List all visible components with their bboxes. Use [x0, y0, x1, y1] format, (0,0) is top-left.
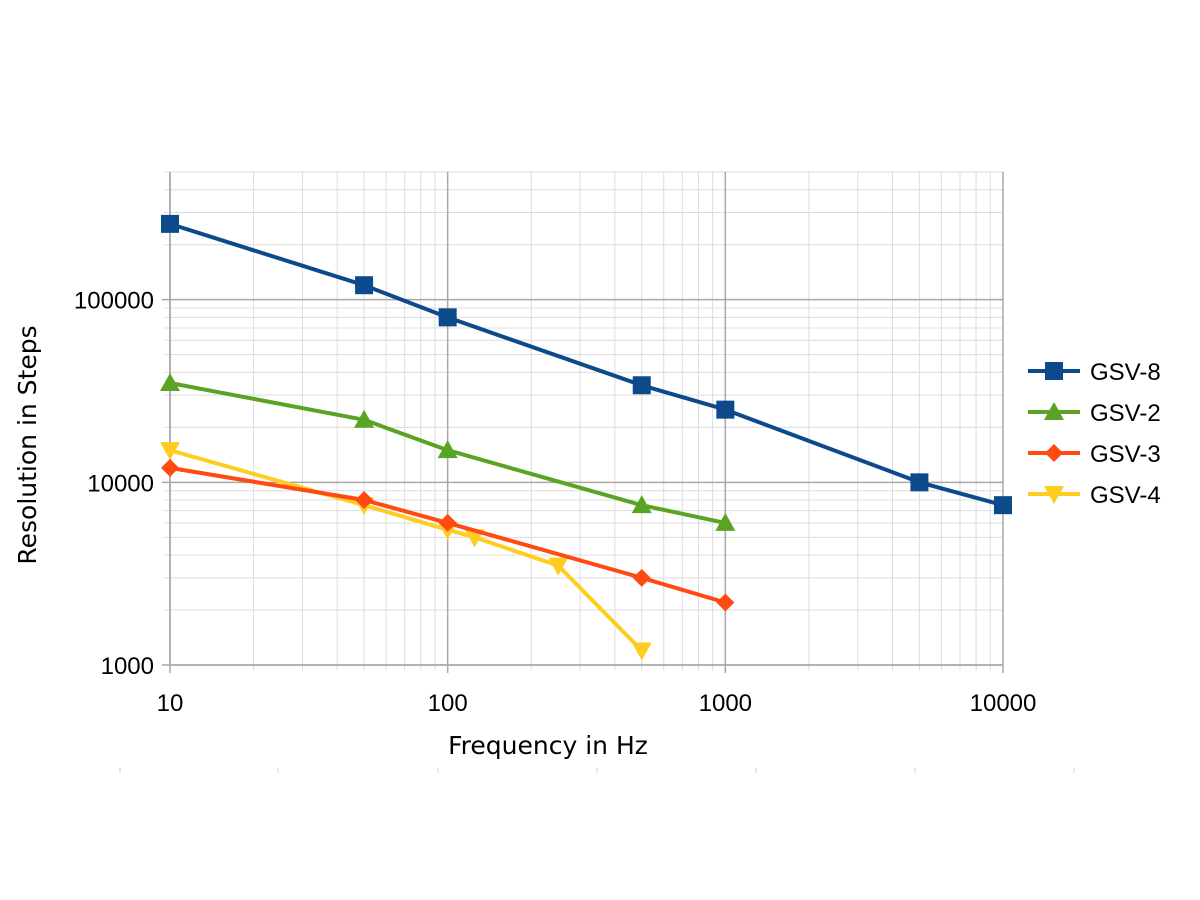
legend-label: GSV-4	[1090, 482, 1161, 509]
series-line-gsv-8	[169, 221, 1004, 508]
data-point-gsv-8	[438, 308, 457, 327]
legend-marker	[1045, 362, 1063, 380]
y-tick-label: 1000	[101, 653, 154, 680]
legend-item-gsv-4: GSV-4	[1028, 482, 1161, 509]
minor-gridlines	[164, 171, 1003, 671]
data-point-gsv-8	[355, 276, 374, 295]
data-point-gsv-3	[161, 458, 179, 477]
data-point-gsv-4	[548, 557, 569, 576]
x-tick-label: 10	[157, 690, 184, 717]
legend-marker	[1044, 486, 1064, 504]
legend-marker	[1045, 444, 1063, 462]
series-layer	[160, 214, 1012, 661]
data-point-gsv-3	[632, 568, 651, 587]
legend-item-gsv-2: GSV-2	[1028, 400, 1161, 427]
data-point-gsv-2	[715, 512, 736, 531]
data-point-gsv-8	[994, 496, 1012, 515]
series-gsv-2	[160, 372, 736, 531]
y-tick-label: 10000	[87, 470, 154, 497]
data-point-gsv-4	[631, 642, 652, 661]
legend-item-gsv-8: GSV-8	[1028, 359, 1161, 386]
data-point-gsv-4	[160, 442, 180, 461]
series-gsv-4	[160, 442, 652, 661]
data-point-gsv-2	[354, 409, 375, 428]
legend-marker	[1044, 402, 1064, 420]
data-point-gsv-8	[161, 214, 179, 233]
data-point-gsv-8	[716, 400, 735, 419]
x-tick-label: 1000	[699, 690, 752, 717]
footer-marks	[119, 768, 1075, 773]
x-tick-label: 10000	[970, 690, 1037, 717]
y-tick-label: 100000	[74, 288, 154, 315]
legend-label: GSV-8	[1090, 359, 1161, 386]
data-point-gsv-2	[160, 372, 180, 391]
x-axis-title: Frequency in Hz	[448, 731, 648, 760]
data-point-gsv-8	[910, 473, 929, 492]
data-point-gsv-8	[632, 376, 651, 395]
x-tick-label: 100	[428, 690, 468, 717]
series-gsv-3	[161, 458, 735, 612]
y-tick-labels: 1000 10000 100000	[74, 288, 154, 680]
legend: GSV-8 GSV-2 GSV-3 GSV-4	[1028, 359, 1161, 509]
data-point-gsv-3	[438, 513, 457, 532]
legend-label: GSV-2	[1090, 400, 1161, 427]
x-tick-labels: 10 100 1000 10000	[157, 690, 1037, 717]
plot-axes	[169, 172, 1003, 666]
data-point-gsv-2	[437, 440, 458, 459]
data-point-gsv-2	[631, 495, 652, 514]
legend-label: GSV-3	[1090, 441, 1161, 468]
legend-item-gsv-3: GSV-3	[1028, 441, 1161, 468]
data-point-gsv-3	[716, 593, 735, 612]
major-gridlines	[162, 172, 1004, 673]
y-axis-title: Resolution in Steps	[13, 325, 42, 564]
data-point-gsv-3	[355, 491, 374, 510]
series-gsv-8	[161, 214, 1012, 515]
